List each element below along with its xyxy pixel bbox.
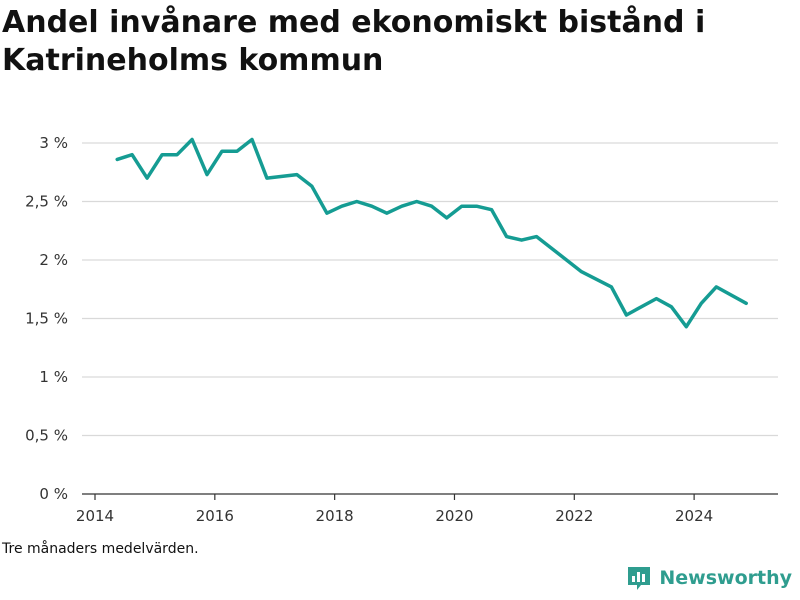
y-tick-label: 1 % [39, 368, 68, 386]
x-axis-ticks [94, 494, 695, 500]
x-tick-label: 2024 [675, 507, 713, 525]
y-tick-label: 0,5 % [25, 427, 68, 445]
y-tick-label: 2 % [39, 251, 68, 269]
grid-lines [82, 142, 778, 437]
series-layer [115, 137, 748, 329]
brand-name: Newsworthy [659, 567, 792, 589]
footnote: Tre månaders medelvärden. [2, 541, 199, 557]
x-axis-labels: 2014 2016 2018 2020 2022 2024 [76, 507, 713, 525]
x-tick-label: 2016 [196, 507, 234, 525]
x-tick-label: 2014 [76, 507, 114, 525]
series-line [115, 137, 748, 329]
chart-title: Andel invånare med ekonomiskt bistånd i … [2, 5, 706, 78]
x-tick-label: 2018 [316, 507, 354, 525]
x-tick-label: 2020 [435, 507, 473, 525]
y-axis-labels: 0 % 0,5 % 1 % 1,5 % 2 % 2,5 % 3 % [25, 134, 68, 503]
y-tick-label: 1,5 % [25, 310, 68, 328]
newsworthy-logo-icon [628, 567, 651, 590]
y-tick-label: 2,5 % [25, 193, 68, 211]
y-tick-label: 3 % [39, 134, 68, 152]
x-tick-label: 2022 [555, 507, 593, 525]
y-tick-label: 0 % [39, 485, 68, 503]
brand-logo[interactable]: Newsworthy [625, 564, 792, 592]
